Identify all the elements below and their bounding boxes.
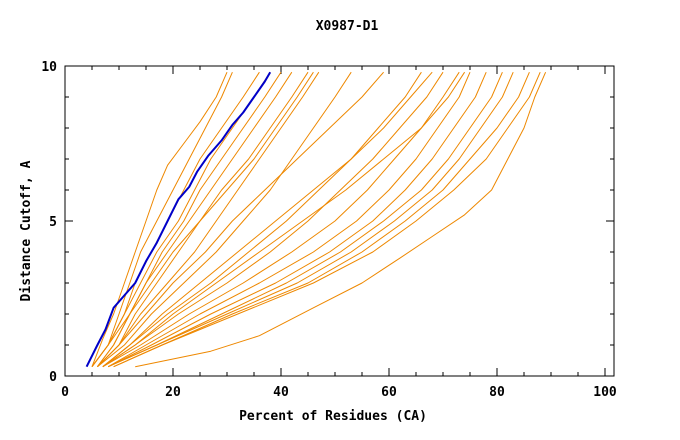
series-line (97, 71, 384, 368)
chart-title: X0987-D1 (316, 19, 379, 34)
axis-tick-labels: 0 20 40 60 80 100 0 5 10 (41, 60, 617, 400)
highlight-layer (85, 71, 272, 368)
y-tick-label: 5 (49, 215, 57, 230)
x-tick-label: 40 (273, 385, 289, 400)
series-line (107, 72, 514, 368)
series-line (102, 71, 444, 368)
series-line (135, 72, 547, 368)
series-line (102, 71, 466, 368)
series-layer (91, 71, 547, 368)
axis-ticks (64, 65, 614, 377)
x-tick-label: 0 (61, 385, 69, 400)
series-line (91, 71, 314, 367)
series-line (91, 71, 271, 367)
series-line (113, 72, 530, 368)
series-line (113, 72, 541, 368)
x-tick-label: 100 (593, 385, 617, 400)
plot-frame (64, 65, 615, 377)
series-line (97, 71, 352, 368)
series-line (107, 72, 487, 368)
series-line (91, 72, 228, 367)
series-line (91, 72, 233, 367)
x-tick-label: 80 (489, 385, 505, 400)
x-axis-label: Percent of Residues (CA) (239, 409, 427, 424)
y-tick-label: 0 (49, 370, 57, 385)
highlight-series-line (85, 71, 272, 368)
y-axis-label: Distance Cutoff, A (19, 160, 34, 301)
series-line (97, 71, 320, 368)
series-line (102, 71, 460, 368)
x-tick-label: 60 (381, 385, 397, 400)
series-line (102, 71, 422, 368)
y-tick-label: 10 (41, 60, 57, 75)
series-line (107, 72, 503, 368)
series-line (96, 71, 293, 367)
series-line (102, 71, 433, 368)
series-line (107, 72, 471, 368)
x-tick-label: 20 (165, 385, 181, 400)
